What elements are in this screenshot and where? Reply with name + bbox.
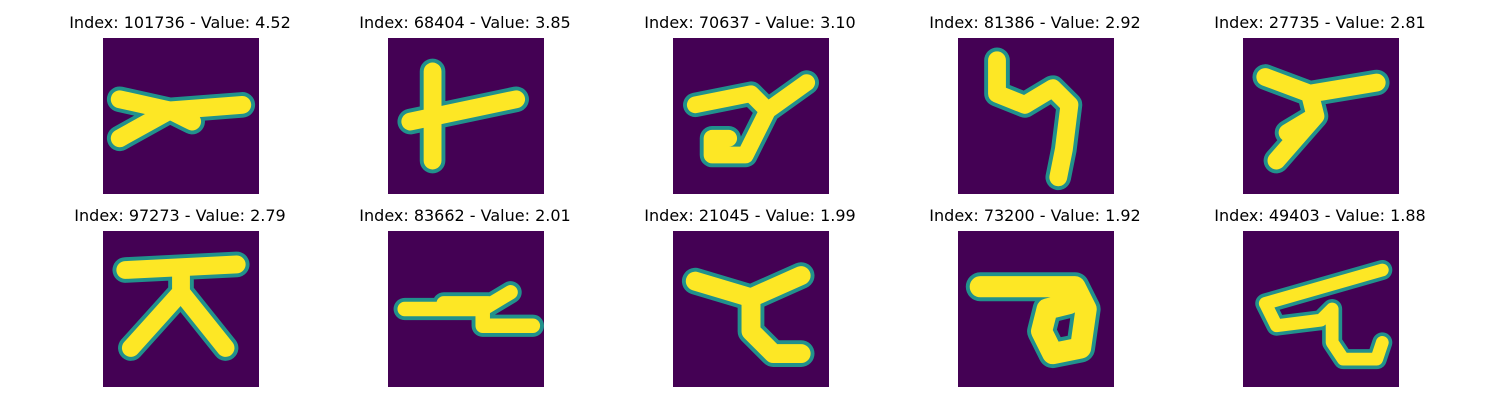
panel-title: Index: 101736 - Value: 4.52 bbox=[69, 13, 291, 32]
glyph-stroke-drawing bbox=[393, 281, 544, 337]
glyph-image bbox=[103, 38, 259, 194]
panel-title: Index: 70637 - Value: 3.10 bbox=[644, 13, 856, 32]
panel-4: Index: 81386 - Value: 2.92 bbox=[920, 12, 1150, 194]
panel-title: Index: 81386 - Value: 2.92 bbox=[929, 13, 1141, 32]
glyph-image bbox=[388, 38, 544, 194]
glyph-image bbox=[388, 231, 544, 387]
panel-1: Index: 101736 - Value: 4.52 bbox=[65, 12, 295, 194]
panel-6: Index: 97273 - Value: 2.79 bbox=[65, 205, 295, 387]
glyph-image bbox=[673, 231, 829, 387]
glyph-image bbox=[1243, 231, 1399, 387]
panel-title: Index: 27735 - Value: 2.81 bbox=[1214, 13, 1426, 32]
glyph-stroke-drawing bbox=[681, 262, 815, 367]
glyph-image bbox=[1243, 38, 1399, 194]
glyph-stroke-drawing bbox=[683, 70, 819, 168]
panel-8: Index: 21045 - Value: 1.99 bbox=[635, 205, 865, 387]
panel-title: Index: 97273 - Value: 2.79 bbox=[74, 206, 286, 225]
panel-7: Index: 83662 - Value: 2.01 bbox=[350, 205, 580, 387]
panel-title: Index: 73200 - Value: 1.92 bbox=[929, 206, 1141, 225]
panel-10: Index: 49403 - Value: 1.88 bbox=[1205, 205, 1435, 387]
panel-title: Index: 21045 - Value: 1.99 bbox=[644, 206, 856, 225]
glyph-image bbox=[958, 231, 1114, 387]
panel-title: Index: 83662 - Value: 2.01 bbox=[359, 206, 571, 225]
panel-title: Index: 49403 - Value: 1.88 bbox=[1214, 206, 1426, 225]
panel-3: Index: 70637 - Value: 3.10 bbox=[635, 12, 865, 194]
glyph-stroke-drawing bbox=[1252, 64, 1390, 174]
glyph-image bbox=[673, 38, 829, 194]
panel-9: Index: 73200 - Value: 1.92 bbox=[920, 205, 1150, 387]
glyph-stroke-drawing bbox=[965, 272, 1101, 369]
glyph-image bbox=[958, 38, 1114, 194]
panel-5: Index: 27735 - Value: 2.81 bbox=[1205, 12, 1435, 194]
glyph-image bbox=[103, 231, 259, 387]
glyph-stroke-drawing bbox=[106, 86, 256, 152]
glyph-stroke-drawing bbox=[112, 251, 250, 361]
glyph-stroke-drawing bbox=[1255, 259, 1393, 370]
panel-title: Index: 68404 - Value: 3.85 bbox=[359, 13, 571, 32]
glyph-stroke-drawing bbox=[984, 47, 1083, 191]
glyph-stroke-drawing bbox=[397, 58, 529, 174]
panel-2: Index: 68404 - Value: 3.85 bbox=[350, 12, 580, 194]
